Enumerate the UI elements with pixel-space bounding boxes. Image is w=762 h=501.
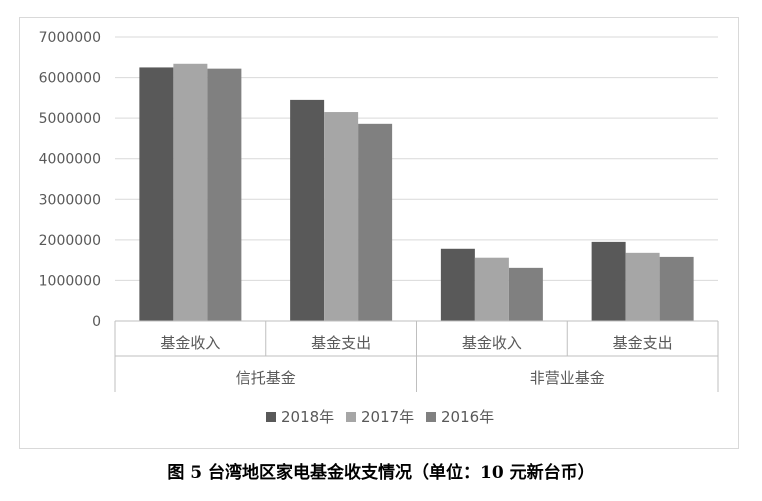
bar-2016年-3 [659, 256, 694, 321]
bar-2017年-3 [625, 252, 660, 321]
x-category-label: 基金收入 [462, 334, 522, 352]
x-group-label: 信托基金 [236, 369, 296, 387]
bar-2017年-2 [474, 257, 509, 321]
y-tick-label: 3000000 [39, 192, 101, 208]
y-tick-label: 4000000 [39, 152, 101, 168]
y-tick-label: 2000000 [39, 233, 101, 249]
x-category-label: 基金支出 [311, 334, 371, 352]
bar-2017年-0 [173, 63, 208, 322]
bar-2018年-0 [139, 67, 174, 321]
legend-label: 2018年 [281, 408, 334, 426]
legend-label: 2017年 [361, 408, 414, 426]
y-tick-label: 1000000 [39, 273, 101, 289]
legend: 2018年 2017年 2016年 [266, 408, 494, 426]
legend-swatch-2016年 [426, 412, 436, 422]
bar-2018年-2 [440, 248, 475, 321]
y-tick-label: 7000000 [39, 30, 101, 46]
y-tick-label: 5000000 [39, 111, 101, 127]
y-axis-tick-labels: 7000000 6000000 5000000 4000000 3000000 20000… [39, 30, 101, 330]
x-category-label: 基金收入 [160, 334, 220, 352]
bar-2016年-1 [358, 123, 393, 321]
x-group-label: 非营业基金 [530, 369, 605, 387]
bar-2016年-0 [207, 68, 242, 321]
bar-2017年-1 [324, 112, 359, 321]
bar-2018年-3 [591, 241, 626, 321]
figure-caption: 图 5 台湾地区家电基金收支情况（单位：10 元新台币） [167, 463, 595, 483]
bar-2016年-2 [508, 267, 543, 321]
y-tick-label: 6000000 [39, 71, 101, 87]
bar-2018年-1 [290, 99, 325, 321]
x-category-label: 基金支出 [613, 334, 673, 352]
legend-swatch-2017年 [346, 412, 356, 422]
bars [139, 63, 694, 322]
legend-label: 2016年 [441, 408, 494, 426]
legend-swatch-2018年 [266, 412, 276, 422]
y-tick-label: 0 [92, 314, 101, 330]
